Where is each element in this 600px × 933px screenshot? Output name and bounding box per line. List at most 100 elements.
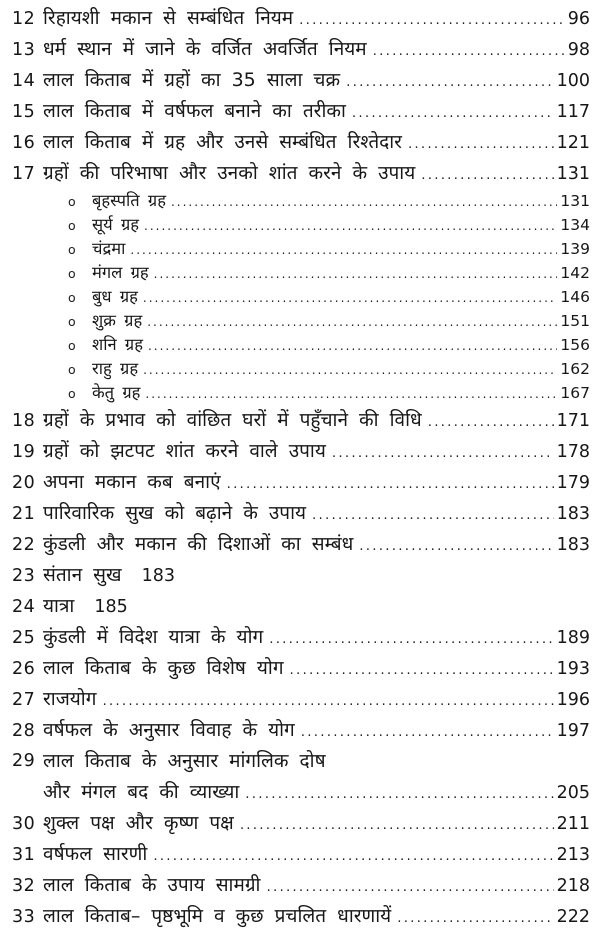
toc-item-page: 179 <box>556 473 590 493</box>
toc-item-number: 30 <box>12 814 36 834</box>
bullet-icon: o <box>68 314 76 329</box>
toc-item-title: शुक्ल पक्ष और कृष्ण पक्ष <box>43 812 234 834</box>
dot-leader <box>290 653 554 686</box>
toc-subitem-page: 139 <box>560 240 590 258</box>
toc-subitem-row: o चंद्रमा 139 <box>12 237 590 261</box>
toc-item-title: लाल किताब के कुछ विशेष योग <box>43 657 284 679</box>
toc-item-title: राजयोग <box>43 688 97 710</box>
dot-leader <box>346 65 554 98</box>
toc-item-number: 29 <box>12 751 36 771</box>
toc-item-number: 26 <box>12 659 36 679</box>
toc-item-page: 178 <box>556 442 590 462</box>
dot-leader <box>352 96 554 129</box>
toc-subitem-title: शुक्र ग्रह <box>92 311 143 330</box>
toc-item-number: 18 <box>12 411 36 431</box>
toc-item-page: 131 <box>556 164 590 184</box>
dot-leader <box>147 309 557 334</box>
toc-item-number: 32 <box>12 876 36 896</box>
toc-subitem-title: बृहस्पति ग्रह <box>92 191 166 210</box>
toc-item-title: रिहायशी मकान से सम्बंधित नियम <box>43 7 294 29</box>
toc-item-number: 12 <box>12 9 36 29</box>
toc-item-number: 28 <box>12 721 36 741</box>
toc-subitem-title: चंद्रमा <box>92 239 126 258</box>
dot-leader <box>148 333 557 358</box>
toc-subitem-title: सूर्य ग्रह <box>92 215 140 234</box>
toc-item-number: 19 <box>12 442 36 462</box>
dot-leader <box>359 529 553 562</box>
dot-leader <box>428 405 554 438</box>
toc-subitem-title: शनि ग्रह <box>92 335 143 354</box>
toc-item-title: लाल किताब में ग्रहों का 35 साला चक्र <box>43 69 341 91</box>
toc-item-page: 98 <box>567 40 590 60</box>
toc-item-title: ग्रहों की परिभाषा और उनको शांत करने के उ… <box>43 162 416 184</box>
toc-item-page: 189 <box>556 628 590 648</box>
toc-item-page: 205 <box>556 783 590 803</box>
toc-item-line2: और मंगल बद की व्याख्या 205 <box>43 777 590 808</box>
toc-subitem-row: o मंगल ग्रह 142 <box>12 261 590 285</box>
toc-item-number: 27 <box>12 690 36 710</box>
dot-leader <box>102 684 553 717</box>
dot-leader <box>144 213 557 238</box>
toc-subitem-row: o बृहस्पति ग्रह 131 <box>12 189 590 213</box>
toc-row: 33 लाल किताब– पृष्ठभूमि व कुछ प्रचलित धार… <box>12 901 590 932</box>
toc-item-title: यात्रा <box>43 595 75 617</box>
toc-item-number: 31 <box>12 845 36 865</box>
toc-row: 13 धर्म स्थान में जाने के वर्जित अवर्जित … <box>12 34 590 65</box>
toc-item-body: लाल किताब के अनुसार मांगलिक दोष और मंगल ब… <box>43 746 590 808</box>
toc-item-number: 23 <box>12 566 36 586</box>
toc-row: 32 लाल किताब के उपाय सामग्री 218 <box>12 870 590 901</box>
bullet-icon: o <box>68 386 76 401</box>
toc-item-title: ग्रहों को झटपट शांत करने वाले उपाय <box>43 440 326 462</box>
dot-leader <box>143 357 557 382</box>
toc-item-number: 33 <box>12 907 36 927</box>
bullet-icon: o <box>68 242 76 257</box>
toc-item-title: अपना मकान कब बनाएं <box>43 471 221 493</box>
toc-row: 19 ग्रहों को झटपट शांत करने वाले उपाय 178 <box>12 436 590 467</box>
toc-item-page: 218 <box>556 876 590 896</box>
toc-item-page: 196 <box>556 690 590 710</box>
toc-item-number: 13 <box>12 40 36 60</box>
toc-item-number: 21 <box>12 504 36 524</box>
toc-item-number: 16 <box>12 133 36 153</box>
dot-leader <box>299 3 565 36</box>
toc-row: 23 संतान सुख 183 <box>12 560 590 591</box>
toc-item-title: कुंडली में विदेश यात्रा के योग <box>43 626 264 648</box>
dot-leader <box>373 34 565 67</box>
toc-item-number: 25 <box>12 628 36 648</box>
toc-item-page: 183 <box>141 566 175 586</box>
toc-item-title: कुंडली और मकान की दिशाओं का सम्बंध <box>43 533 354 555</box>
toc-item-page: 117 <box>556 102 590 122</box>
bullet-icon: o <box>68 194 76 209</box>
toc-row: 28 वर्षफल के अनुसार विवाह के योग 197 <box>12 715 590 746</box>
toc-subitem-row: o राहु ग्रह 162 <box>12 357 590 381</box>
toc-row: 17 ग्रहों की परिभाषा और उनको शांत करने के… <box>12 158 590 189</box>
toc-item-title: लाल किताब के अनुसार मांगलिक दोष <box>43 750 326 772</box>
bullet-icon: o <box>68 290 76 305</box>
dot-leader <box>145 381 557 406</box>
toc-item-page: 171 <box>556 411 590 431</box>
toc-item-page: 100 <box>556 71 590 91</box>
toc-item-title: लाल किताब में ग्रह और उनसे सम्बंधित रिश्… <box>43 131 402 153</box>
toc-item-title: लाल किताब– पृष्ठभूमि व कुछ प्रचलित धारणा… <box>43 905 392 927</box>
toc-item-number: 14 <box>12 71 36 91</box>
toc-subitem-title: मंगल ग्रह <box>92 263 149 282</box>
toc-subitem-page: 131 <box>560 192 590 210</box>
toc-item-page: 96 <box>567 9 590 29</box>
toc-subitem-page: 167 <box>560 384 590 402</box>
toc-subitem-title: राहु ग्रह <box>92 359 139 378</box>
toc-item-page: 213 <box>556 845 590 865</box>
toc-subitem-title: बुध ग्रह <box>92 287 138 306</box>
toc-row: 26 लाल किताब के कुछ विशेष योग 193 <box>12 653 590 684</box>
toc-subitem-page: 151 <box>560 312 590 330</box>
toc-row: 18 ग्रहों के प्रभाव को वांछित घरों में पह… <box>12 405 590 436</box>
bullet-icon: o <box>68 362 76 377</box>
toc-item-number: 24 <box>12 597 36 617</box>
dot-leader <box>266 870 553 903</box>
toc-item-page: 183 <box>556 504 590 524</box>
toc-item-title: वर्षफल सारणी <box>43 843 148 865</box>
toc-item-title: धर्म स्थान में जाने के वर्जित अवर्जित नि… <box>43 38 367 60</box>
dot-leader <box>130 237 557 262</box>
dot-leader <box>171 189 557 214</box>
toc-subitem-page: 156 <box>560 336 590 354</box>
